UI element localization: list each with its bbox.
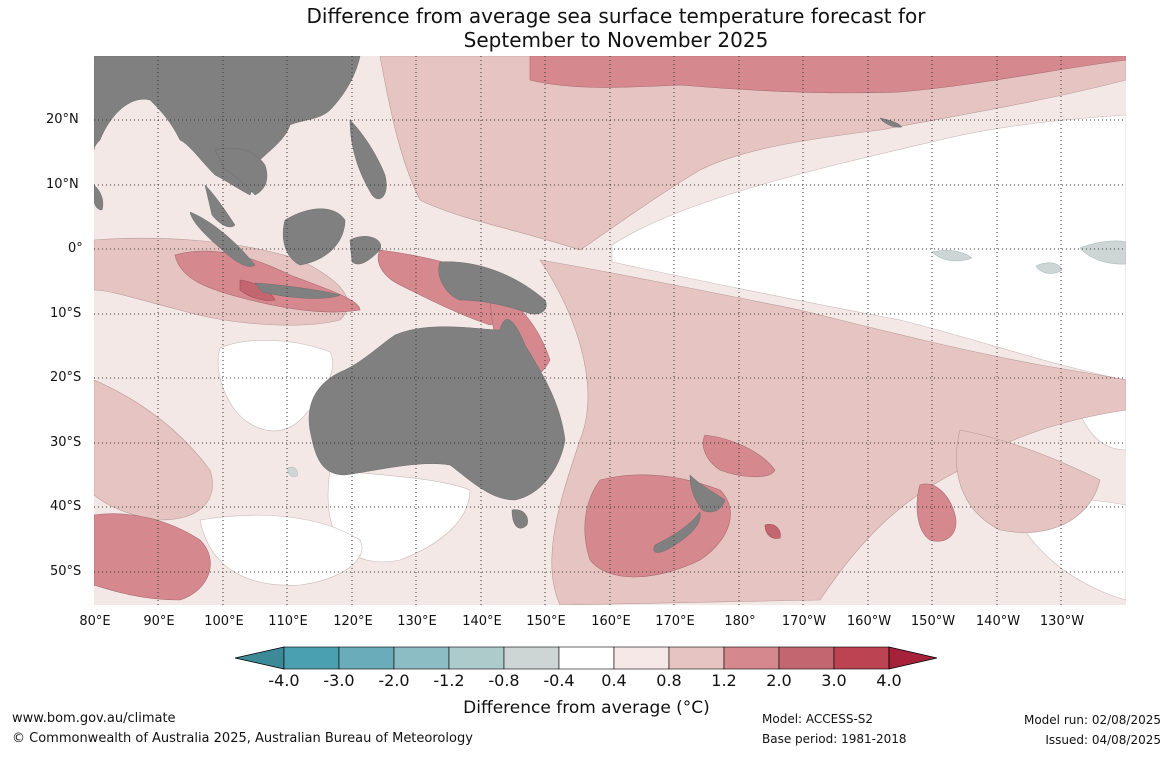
lon-label: 160°W: [846, 614, 892, 629]
lat-label: 30°S: [50, 435, 82, 450]
colorbar-segment: [448, 646, 505, 670]
colorbar-segment: [283, 646, 340, 670]
colorbar: [234, 646, 938, 670]
map-title: Difference from average sea surface temp…: [0, 4, 1173, 52]
colorbar-segment: [558, 646, 615, 670]
south-indian-neutral-area: [217, 340, 333, 432]
website-text: www.bom.gov.au/climate: [12, 711, 176, 726]
colorbar-tick-label: 0.8: [656, 671, 682, 690]
new-guinea-landmass: [438, 261, 547, 315]
north-pacific-strong-warm-area: [529, 56, 1126, 94]
colorbar-segment: [503, 646, 560, 670]
malay-peninsula-landmass: [204, 184, 236, 228]
colorbar-tick-label: -0.8: [488, 671, 520, 690]
tasmania-landmass: [511, 509, 528, 529]
subtropical-warm-area: [702, 434, 776, 478]
colorbar-tick-label: 4.0: [876, 671, 902, 690]
hawaii-landmass: [879, 117, 903, 128]
lat-label: 0°: [68, 241, 83, 256]
australia-landmass: [308, 319, 566, 501]
southwest-indian-warm-area: [94, 513, 211, 601]
north-pacific-warm-band: [379, 56, 1126, 251]
lon-label: 160°E: [591, 614, 631, 629]
lat-label: 10°S: [50, 306, 82, 321]
sulawesi-landmass: [349, 236, 382, 265]
java-landmass: [254, 282, 341, 299]
colorbar-low-arrow: [234, 646, 285, 670]
lat-label: 10°N: [46, 177, 79, 192]
central-pacific-cool-spot-1: [1079, 240, 1126, 265]
copyright-text: © Commonwealth of Australia 2025, Austra…: [12, 731, 473, 746]
east-pacific-warm-area: [916, 483, 957, 542]
new-zealand-warm-area: [584, 474, 731, 578]
new-zealand-north-island-landmass: [689, 474, 726, 513]
lon-label: 130°E: [397, 614, 437, 629]
lon-label: 170°W: [781, 614, 827, 629]
lon-label: 110°E: [268, 614, 308, 629]
indochina-landmass: [214, 147, 268, 196]
southern-ocean-neutral-area: [199, 514, 363, 586]
borneo-landmass: [282, 208, 346, 266]
colorbar-segment: [833, 646, 890, 670]
asia-landmass: [94, 56, 361, 196]
lat-label: 50°S: [50, 564, 82, 579]
colorbar-tick-label: 3.0: [821, 671, 847, 690]
colorbar-title: Difference from average (°C): [463, 698, 710, 718]
lon-label: 80°E: [79, 614, 111, 629]
lon-label: 150°W: [910, 614, 956, 629]
lon-label: 140°W: [975, 614, 1021, 629]
model-run-text: Model run: 02/08/2025: [1023, 713, 1161, 727]
lon-label: 180°: [724, 614, 756, 629]
colorbar-segment: [613, 646, 670, 670]
colorbar-tick-label: 1.2: [711, 671, 737, 690]
base-period-text: Base period: 1981-2018: [762, 732, 907, 746]
central-pacific-cool-spot-2: [931, 250, 973, 262]
title-line-1: Difference from average sea surface temp…: [306, 4, 926, 28]
colorbar-tick-label: -1.2: [433, 671, 465, 690]
sri-lanka-landmass: [94, 184, 104, 211]
colorbar-segment: [778, 646, 835, 670]
colorbar-segment: [393, 646, 450, 670]
colorbar-high-arrow: [888, 646, 938, 670]
java-strong-warm-spot: [239, 279, 276, 301]
indian-ocean-cool-spot: [287, 466, 298, 477]
lat-label: 20°S: [50, 370, 82, 385]
lon-label: 100°E: [204, 614, 244, 629]
lon-label: 140°E: [462, 614, 502, 629]
central-pacific-cool-spot-3: [1035, 262, 1063, 274]
lon-label: 170°E: [655, 614, 695, 629]
lat-label: 20°N: [46, 112, 79, 127]
model-text: Model: ACCESS-S2: [762, 712, 874, 726]
colorbar-segment: [338, 646, 395, 670]
lat-label: 40°S: [50, 499, 82, 514]
colorbar-tick-label: -3.0: [323, 671, 355, 690]
colorbar-tick-label: -2.0: [378, 671, 410, 690]
colorbar-tick-label: -0.4: [543, 671, 575, 690]
colorbar-tick-label: -4.0: [268, 671, 300, 690]
new-zealand-south-island-landmass: [653, 511, 701, 553]
issued-text: Issued: 04/08/2025: [1045, 733, 1161, 747]
lon-label: 130°W: [1039, 614, 1085, 629]
lon-label: 150°E: [526, 614, 566, 629]
map-gridlines: [94, 56, 1126, 605]
lon-label: 90°E: [143, 614, 175, 629]
colorbar-tick-label: 0.4: [601, 671, 627, 690]
colorbar-segment: [723, 646, 780, 670]
tasman-sea-warm-band: [956, 429, 1101, 533]
colorbar-segment: [668, 646, 725, 670]
philippines-landmass: [349, 119, 387, 200]
title-line-2: September to November 2025: [463, 28, 769, 52]
colorbar-tick-label: 2.0: [766, 671, 792, 690]
sumatra-landmass: [189, 211, 256, 267]
tasman-strong-warm-spot: [764, 524, 781, 539]
lon-label: 120°E: [333, 614, 373, 629]
